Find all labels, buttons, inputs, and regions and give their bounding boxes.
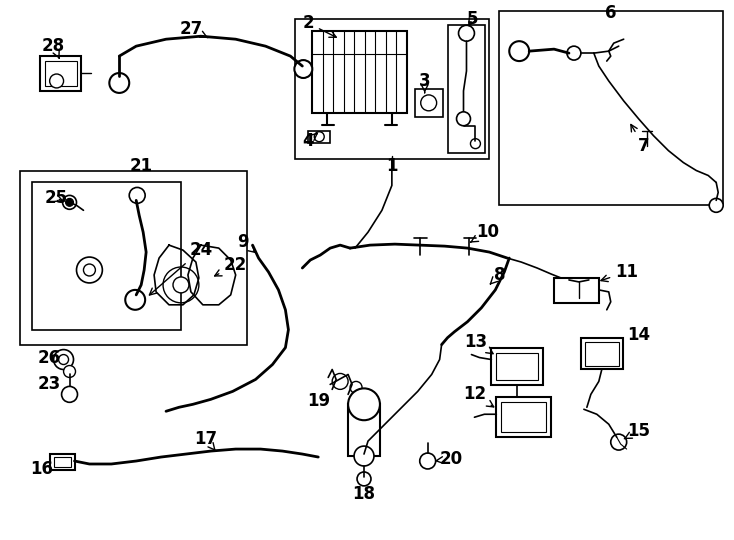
Text: 23: 23 bbox=[38, 375, 61, 394]
Bar bbox=[554, 278, 599, 303]
Bar bbox=[415, 89, 443, 117]
Bar bbox=[496, 397, 551, 437]
Circle shape bbox=[65, 198, 73, 206]
Circle shape bbox=[173, 277, 189, 293]
Text: 18: 18 bbox=[352, 485, 376, 503]
Bar bbox=[50, 454, 75, 470]
Bar bbox=[308, 131, 330, 143]
Circle shape bbox=[129, 187, 145, 204]
Text: 19: 19 bbox=[307, 393, 330, 410]
Text: 27: 27 bbox=[179, 20, 208, 38]
Circle shape bbox=[348, 388, 380, 420]
Circle shape bbox=[509, 41, 529, 61]
Circle shape bbox=[470, 139, 481, 148]
Circle shape bbox=[59, 355, 68, 365]
Bar bbox=[499, 11, 723, 205]
Bar bbox=[32, 183, 181, 330]
Bar bbox=[40, 56, 81, 91]
Text: 2: 2 bbox=[302, 14, 336, 37]
Bar bbox=[54, 457, 70, 467]
Text: 28: 28 bbox=[42, 37, 65, 58]
Text: 8: 8 bbox=[490, 266, 505, 284]
Text: 16: 16 bbox=[30, 460, 53, 478]
Circle shape bbox=[567, 46, 581, 60]
Bar bbox=[312, 31, 407, 113]
Text: 26: 26 bbox=[38, 348, 61, 367]
Circle shape bbox=[354, 446, 374, 466]
Text: 20: 20 bbox=[436, 450, 463, 468]
Circle shape bbox=[64, 366, 76, 377]
Bar bbox=[585, 342, 619, 366]
Bar bbox=[20, 171, 247, 345]
Text: 9: 9 bbox=[237, 233, 255, 252]
Bar bbox=[295, 19, 490, 159]
Circle shape bbox=[357, 472, 371, 486]
Circle shape bbox=[457, 112, 470, 126]
Bar bbox=[491, 348, 543, 386]
Text: 22: 22 bbox=[214, 256, 247, 276]
Text: 25: 25 bbox=[45, 190, 68, 207]
Text: 4: 4 bbox=[302, 132, 317, 150]
Text: 21: 21 bbox=[130, 157, 153, 174]
Text: 7: 7 bbox=[631, 125, 650, 154]
Text: 10: 10 bbox=[470, 223, 499, 242]
Circle shape bbox=[420, 453, 436, 469]
Circle shape bbox=[50, 74, 64, 88]
Text: 24: 24 bbox=[150, 241, 212, 295]
Text: 5: 5 bbox=[467, 10, 479, 28]
Circle shape bbox=[314, 132, 324, 141]
Circle shape bbox=[421, 95, 437, 111]
Text: 3: 3 bbox=[419, 72, 431, 93]
Bar bbox=[348, 404, 380, 456]
Circle shape bbox=[62, 195, 76, 210]
Text: 1: 1 bbox=[386, 157, 398, 174]
Circle shape bbox=[294, 60, 312, 78]
Text: 12: 12 bbox=[463, 386, 494, 407]
Text: 14: 14 bbox=[627, 326, 650, 343]
Bar bbox=[45, 61, 76, 86]
Text: 13: 13 bbox=[464, 333, 493, 354]
Text: 11: 11 bbox=[601, 263, 638, 282]
Circle shape bbox=[62, 387, 78, 402]
Circle shape bbox=[109, 73, 129, 93]
Text: 17: 17 bbox=[195, 430, 217, 451]
Bar bbox=[448, 25, 485, 153]
Text: 6: 6 bbox=[605, 4, 617, 22]
Bar bbox=[581, 338, 622, 369]
Bar bbox=[496, 353, 538, 380]
Bar bbox=[501, 402, 546, 432]
Text: 15: 15 bbox=[624, 422, 650, 440]
Circle shape bbox=[709, 198, 723, 212]
Circle shape bbox=[84, 264, 95, 276]
Circle shape bbox=[459, 25, 474, 41]
Circle shape bbox=[126, 290, 145, 310]
